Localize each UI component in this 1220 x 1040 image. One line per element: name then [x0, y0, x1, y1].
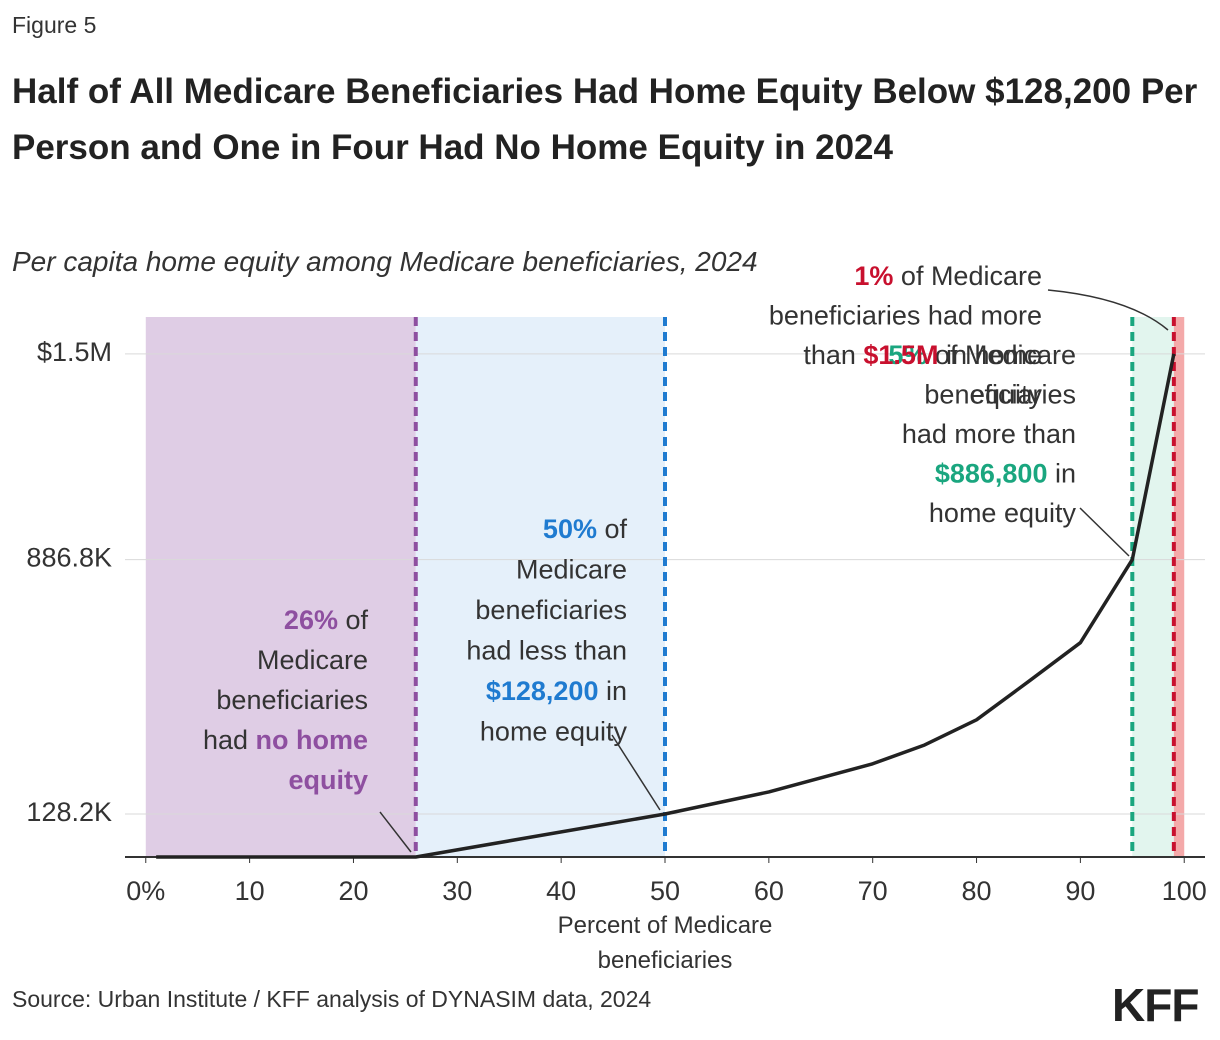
annotation-text: 50%	[543, 514, 597, 544]
annotation-leader	[379, 811, 412, 853]
annotation-text: had more than	[902, 419, 1076, 449]
annotation-line: 1% of Medicare	[854, 261, 1042, 291]
y-tick-label: 886.8K	[26, 543, 112, 573]
annotation-text: no home	[256, 725, 369, 755]
annotation-text: 26%	[284, 605, 338, 635]
annotation-text: home equity	[929, 498, 1077, 528]
source: Source: Urban Institute / KFF analysis o…	[12, 986, 652, 1012]
annotation-text: Medicare	[516, 555, 627, 585]
annotation-line: had more than	[902, 419, 1076, 449]
annotation-text: had less than	[466, 636, 627, 666]
annotation-line: beneficiaries	[475, 595, 627, 625]
annotation-line: home equity	[480, 717, 628, 747]
y-tick-label: $1.5M	[37, 337, 112, 367]
x-tick-label: 90	[1065, 876, 1095, 906]
region	[145, 317, 416, 857]
region	[415, 317, 665, 857]
annotation-text: equity	[970, 380, 1043, 410]
annotation-text: of	[338, 605, 369, 635]
annotation-leader	[1047, 289, 1169, 331]
annotation-text: home equity	[480, 717, 628, 747]
x-tick-label: 70	[858, 876, 888, 906]
annotation-text: $128,200	[486, 676, 599, 706]
annotation-line: 26% of	[284, 605, 369, 635]
x-tick-label: 50	[650, 876, 680, 906]
data-line	[156, 353, 1176, 859]
annotation-line: Medicare	[516, 555, 627, 585]
annotation-leader	[611, 734, 661, 811]
chart-subtitle: Per capita home equity among Medicare be…	[12, 246, 758, 277]
annotation-line: beneficiaries had more	[769, 301, 1042, 331]
x-tick-label: 80	[962, 876, 992, 906]
annotation-text: $1.5M	[863, 340, 938, 370]
annotation-line: beneficiaries	[924, 380, 1076, 410]
annotation-text: had	[203, 725, 256, 755]
annotation-text: in home	[938, 340, 1042, 370]
annotation-line: had no home	[203, 725, 368, 755]
annotation-text: than	[803, 340, 863, 370]
x-axis-label: Percent of Medicare beneficiaries	[557, 912, 773, 974]
figure-label: Figure 5	[12, 12, 97, 38]
annotation-line: equity	[288, 765, 368, 795]
annotation-text: beneficiaries	[475, 595, 627, 625]
annotation-line: than $1.5M in home	[803, 340, 1042, 370]
annotation-text: of Medicare	[927, 340, 1076, 370]
annotation-text: of	[597, 514, 628, 544]
region	[1173, 317, 1185, 857]
x-tick-label: 60	[754, 876, 784, 906]
annotation-text: in	[1047, 459, 1076, 489]
x-tick-label: 10	[235, 876, 265, 906]
annotation-line: $128,200 in	[486, 676, 627, 706]
annotation-text: $886,800	[935, 459, 1048, 489]
x-tick-label: 40	[546, 876, 576, 906]
annotation-line: equity	[970, 380, 1043, 410]
x-tick-label: 100	[1162, 876, 1207, 906]
region	[1132, 317, 1174, 857]
annotation-text: beneficiaries had more	[769, 301, 1042, 331]
annotation-line: home equity	[929, 498, 1077, 528]
annotation-text: beneficiaries	[216, 685, 368, 715]
annotation-text: 5%	[888, 340, 927, 370]
annotation-line: Medicare	[257, 645, 368, 675]
annotation-text: of Medicare	[893, 261, 1042, 291]
annotation-line: 5% of Medicare	[888, 340, 1076, 370]
annotation-leader	[1079, 507, 1130, 557]
annotation-text: Medicare	[257, 645, 368, 675]
annotation-line: had less than	[466, 636, 627, 666]
annotation-text: equity	[288, 765, 368, 795]
annotation-text: in	[598, 676, 627, 706]
y-tick-label: 128.2K	[26, 797, 112, 827]
annotation-text: 1%	[854, 261, 893, 291]
annotation-line: $886,800 in	[935, 459, 1076, 489]
logo: KFF	[1112, 979, 1199, 1031]
x-tick-label: 20	[338, 876, 368, 906]
annotation-text: beneficiaries	[924, 380, 1076, 410]
x-tick-label: 30	[442, 876, 472, 906]
annotation-line: beneficiaries	[216, 685, 368, 715]
chart-title: Half of All Medicare Beneficiaries Had H…	[12, 72, 1198, 167]
x-tick-label: 0%	[126, 876, 165, 906]
annotation-line: 50% of	[543, 514, 628, 544]
